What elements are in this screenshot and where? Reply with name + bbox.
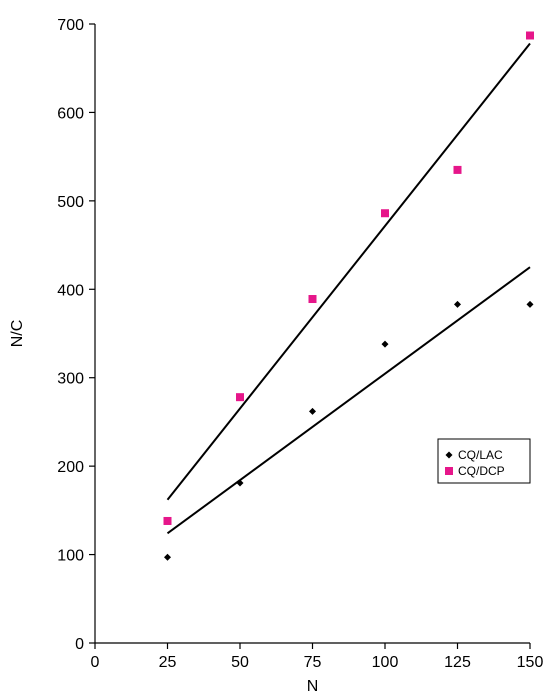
point-cq-lac [236, 479, 244, 487]
x-tick-label: 50 [231, 654, 249, 671]
y-ticks: 0 100 200 300 400 500 600 700 [57, 17, 95, 653]
point-cq-lac [381, 340, 389, 348]
y-tick-label: 200 [57, 459, 84, 476]
y-tick-label: 300 [57, 371, 84, 388]
point-cq-lac [454, 300, 461, 308]
point-cq-dcp [236, 393, 244, 402]
point-cq-dcp [381, 209, 389, 218]
point-cq-lac [526, 300, 534, 308]
y-tick-label: 500 [57, 194, 84, 211]
x-tick-label: 75 [304, 654, 322, 671]
data-points [163, 31, 534, 561]
y-tick-label: 400 [57, 282, 84, 299]
y-tick-label: 0 [75, 636, 84, 653]
y-tick-label: 100 [57, 548, 84, 565]
legend-label-cq-dcp: CQ/DCP [458, 464, 505, 478]
point-cq-lac [309, 407, 316, 415]
y-axis-title: N/C [9, 320, 26, 348]
legend: CQ/LAC CQ/DCP [437, 438, 531, 484]
trendline-cq-dcp [166, 42, 531, 501]
x-tick-label: 150 [517, 654, 544, 671]
y-tick-label: 600 [57, 105, 84, 122]
y-tick-label: 700 [57, 17, 84, 34]
point-cq-dcp [163, 516, 172, 525]
axes [94, 24, 530, 644]
legend-marker-cq-lac [445, 451, 453, 459]
trendlines [166, 42, 531, 535]
legend-marker-cq-dcp [445, 467, 453, 475]
trendline-cq-lac [166, 266, 531, 535]
x-tick-label: 0 [91, 654, 100, 671]
x-ticks: 0 25 50 75 100 125 150 [91, 643, 544, 671]
x-tick-label: 100 [372, 654, 399, 671]
point-cq-dcp [526, 31, 534, 40]
point-cq-dcp [453, 165, 462, 174]
legend-box [437, 438, 531, 484]
x-tick-label: 25 [159, 654, 177, 671]
legend-label-cq-lac: CQ/LAC [458, 448, 503, 462]
point-cq-lac [164, 553, 171, 561]
x-axis-title: N [307, 678, 319, 695]
x-tick-label: 125 [444, 654, 471, 671]
point-cq-dcp [308, 295, 317, 304]
